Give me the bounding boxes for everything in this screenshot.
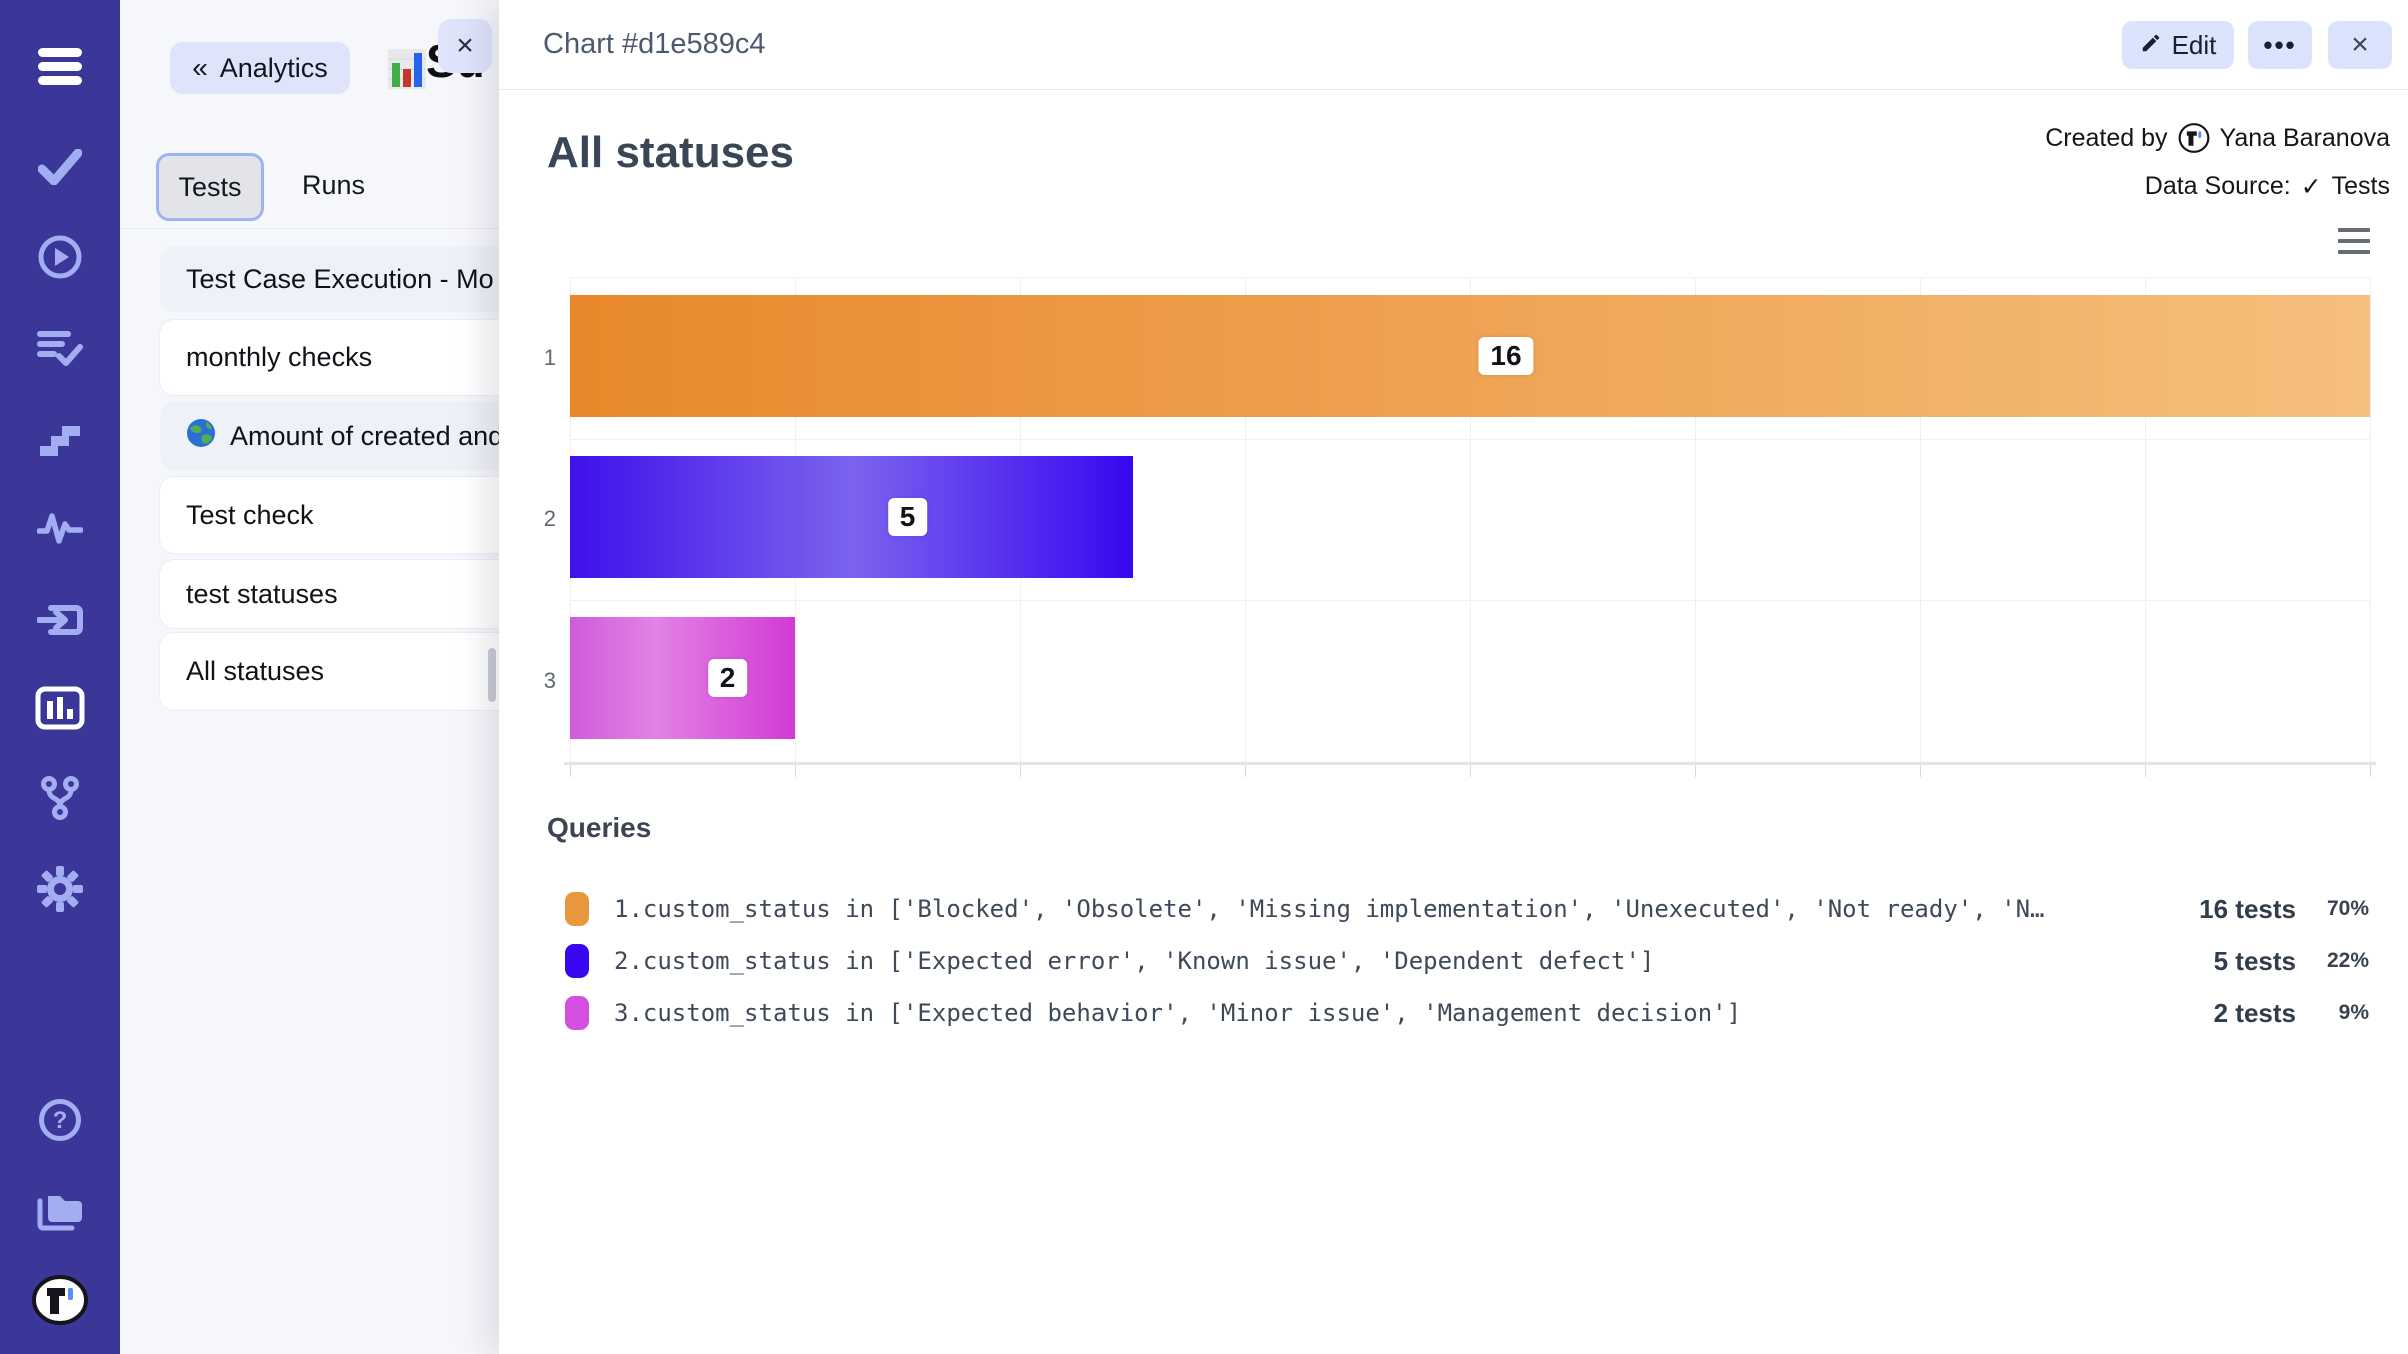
- created-by-name: Yana Baranova: [2219, 123, 2391, 152]
- import-icon[interactable]: [0, 592, 120, 648]
- app-sidebar: ?: [0, 0, 120, 1354]
- play-circle-icon[interactable]: [0, 229, 120, 285]
- queries-heading: Queries: [547, 812, 652, 843]
- analytics-back-label: Analytics: [219, 52, 328, 83]
- list-item-label: Test check: [186, 499, 314, 530]
- analytics-back-button[interactable]: « Analytics: [170, 42, 350, 94]
- checklist-icon[interactable]: [0, 320, 120, 376]
- modal-title: Chart #d1e589c4: [543, 28, 766, 60]
- list-item[interactable]: Amount of created and: [160, 402, 560, 470]
- query-text: 3.custom_status in ['Expected behavior',…: [614, 999, 1742, 1027]
- list-item[interactable]: monthly checks: [160, 320, 560, 395]
- query-row: 1.custom_status in ['Blocked', 'Obsolete…: [547, 886, 2369, 932]
- query-percent: 70%: [2326, 897, 2369, 920]
- query-color-swatch: [565, 892, 589, 926]
- activity-icon[interactable]: [0, 500, 120, 556]
- created-by-label: Created by: [2045, 123, 2168, 152]
- charts-list-panel: « Analytics Su × Tests Runs Test Case Ex…: [120, 0, 560, 1354]
- query-color-swatch: [565, 996, 589, 1030]
- x-axis-line: [564, 762, 2376, 765]
- data-source-value: Tests: [2331, 172, 2390, 200]
- category-label: 3: [543, 668, 556, 693]
- query-percent: 9%: [2338, 1001, 2369, 1024]
- check-icon[interactable]: [0, 139, 120, 195]
- list-item-label: All statuses: [186, 656, 325, 686]
- category-label: 1: [543, 345, 556, 370]
- category-label: 2: [543, 506, 556, 531]
- query-percent: 22%: [2326, 949, 2369, 972]
- globe-icon: [186, 418, 216, 455]
- query-text: 2.custom_status in ['Expected error', 'K…: [614, 947, 1655, 975]
- chart-modal: Chart #d1e589c4 Edit ••• × All statuses …: [499, 0, 2408, 1354]
- list-item-label: Amount of created and: [230, 420, 504, 451]
- panel-divider: [120, 228, 499, 229]
- help-icon[interactable]: ?: [0, 1092, 120, 1148]
- svg-text:?: ?: [53, 1107, 68, 1134]
- tab-runs[interactable]: Runs: [302, 170, 366, 200]
- bar-series-3[interactable]: 2: [570, 617, 795, 739]
- logo-avatar[interactable]: [0, 1272, 120, 1328]
- list-item-label: Test Case Execution - Mo: [186, 263, 494, 294]
- edit-button[interactable]: Edit: [2122, 21, 2234, 69]
- list-item-label: test statuses: [186, 578, 338, 609]
- branch-icon[interactable]: [0, 770, 120, 826]
- edit-button-label: Edit: [2171, 29, 2217, 60]
- bar-value-label: 2: [707, 659, 748, 697]
- list-item[interactable]: Test check: [160, 477, 560, 553]
- steps-icon[interactable]: [0, 410, 120, 466]
- folders-icon[interactable]: [0, 1182, 120, 1238]
- query-row: 3.custom_status in ['Expected behavior',…: [547, 990, 2369, 1036]
- query-color-swatch: [565, 944, 589, 978]
- query-count: 2 tests: [2213, 997, 2296, 1028]
- ellipsis-icon: •••: [2263, 29, 2297, 60]
- query-row: 2.custom_status in ['Expected error', 'K…: [547, 938, 2369, 984]
- data-source-line: Data Source: ✓ Tests: [2145, 172, 2390, 201]
- avatar: [2178, 122, 2210, 154]
- more-options-button[interactable]: •••: [2248, 21, 2312, 69]
- pencil-icon: [2140, 30, 2162, 61]
- tab-tests[interactable]: Tests: [156, 153, 264, 221]
- bar-series-1[interactable]: 16: [570, 295, 2370, 417]
- hamburger-menu-icon[interactable]: [0, 39, 120, 95]
- bar-chart-icon[interactable]: [0, 680, 120, 736]
- query-text: 1.custom_status in ['Blocked', 'Obsolete…: [614, 895, 2045, 923]
- bar-value-label: 16: [1478, 337, 1534, 375]
- chart-title: All statuses: [547, 128, 794, 177]
- query-count: 5 tests: [2213, 945, 2296, 976]
- query-count: 16 tests: [2199, 893, 2296, 924]
- list-item[interactable]: test statuses: [160, 560, 560, 628]
- close-icon: ×: [456, 29, 474, 62]
- bar-value-label: 5: [887, 498, 928, 536]
- panel-close-button[interactable]: ×: [438, 19, 492, 73]
- panel-scrollbar[interactable]: [488, 648, 496, 702]
- list-item-label: monthly checks: [186, 342, 373, 372]
- chart-context-menu-icon[interactable]: [2338, 228, 2370, 254]
- created-by-line: Created by Yana Baranova: [2045, 122, 2390, 154]
- bar-chart-plot: 1 2 3 16 5 2: [544, 277, 2376, 777]
- data-source-label: Data Source:: [2144, 172, 2291, 200]
- modal-header: Chart #d1e589c4 Edit ••• ×: [499, 0, 2408, 90]
- gear-icon[interactable]: [0, 861, 120, 917]
- list-item[interactable]: Test Case Execution - Mo: [160, 246, 560, 312]
- check-icon: ✓: [2300, 172, 2322, 201]
- close-icon: ×: [2351, 28, 2369, 61]
- chevron-left-icon: «: [192, 52, 208, 83]
- modal-close-button[interactable]: ×: [2328, 21, 2392, 69]
- chart-emoji-icon: [388, 47, 426, 96]
- bar-series-2[interactable]: 5: [570, 456, 1133, 578]
